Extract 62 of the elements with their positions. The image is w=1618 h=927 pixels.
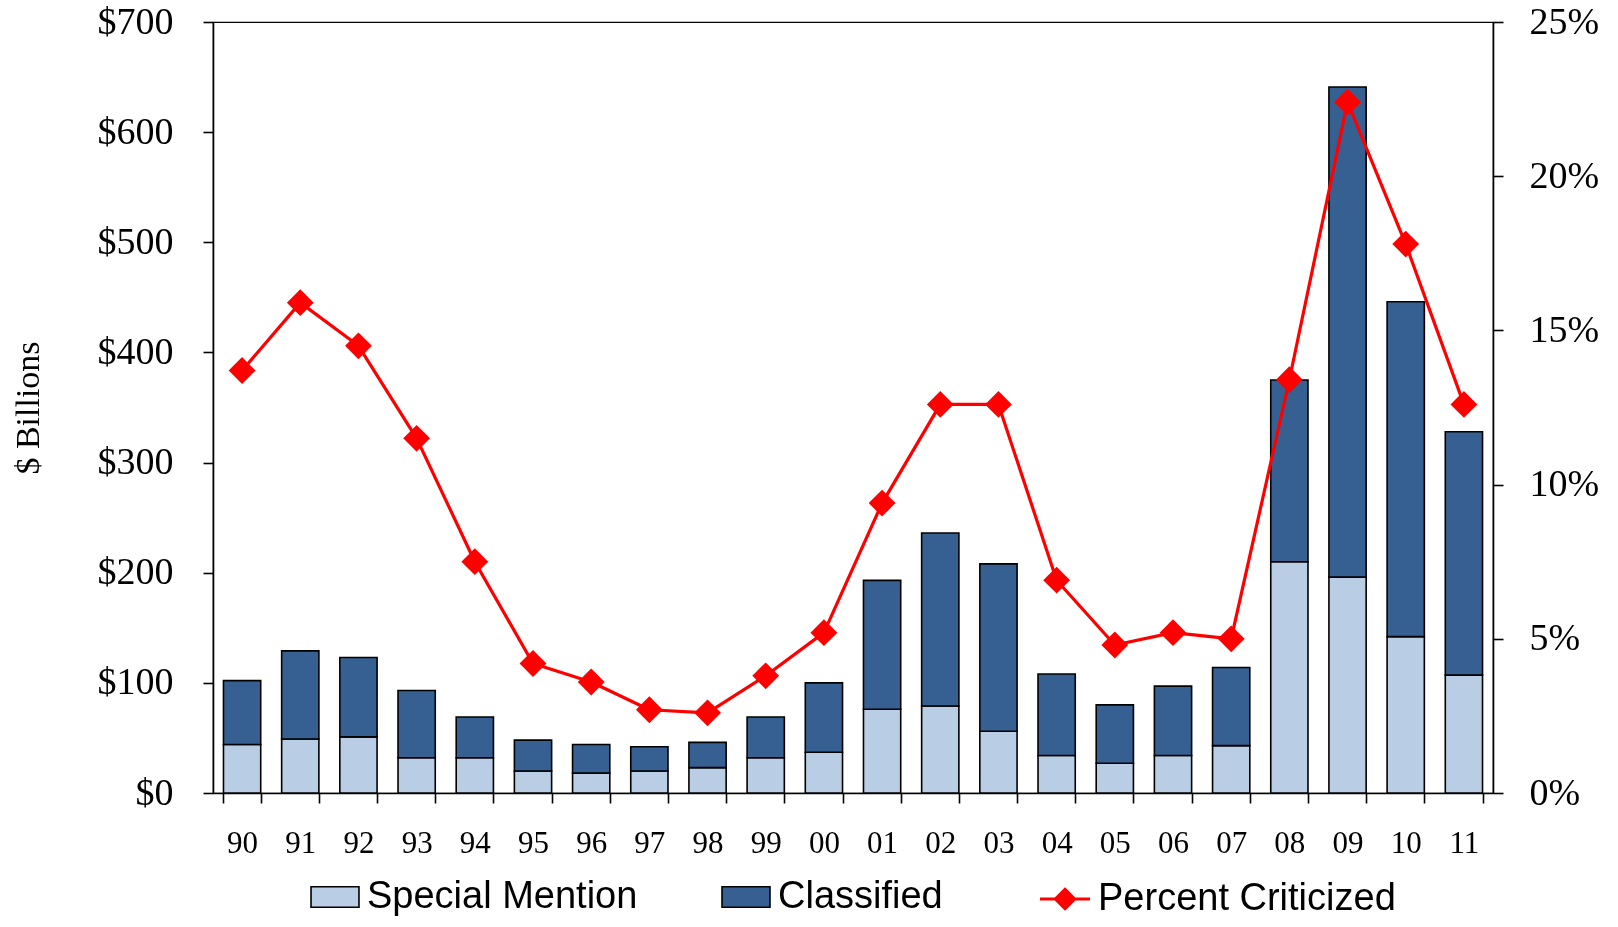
- legend-label: Special Mention: [367, 874, 638, 916]
- y2-tick-label: 0%: [1529, 770, 1581, 813]
- x-tick-label: 10: [1390, 824, 1422, 860]
- x-tick-label: 96: [576, 824, 608, 860]
- point: [286, 289, 314, 317]
- x-tick-label: 05: [1099, 824, 1131, 860]
- x-tick-label: 94: [459, 824, 492, 860]
- x-tick-label: 91: [285, 824, 317, 860]
- y-tick-label: $0: [135, 770, 174, 813]
- y-tick-label: $600: [97, 109, 174, 152]
- x-tick-label: 03: [983, 824, 1015, 860]
- x-tick-label: 08: [1274, 824, 1306, 860]
- point: [1450, 391, 1478, 418]
- x-tick-label: 09: [1332, 824, 1364, 860]
- legend-label: Classified: [778, 874, 943, 916]
- point: [1334, 88, 1361, 116]
- x-tick-label: 01: [867, 824, 899, 860]
- point: [1043, 566, 1071, 594]
- point: [228, 357, 256, 384]
- y-tick-label: $200: [97, 550, 174, 593]
- y2-tick-label: 15%: [1529, 307, 1600, 350]
- point: [810, 619, 838, 647]
- legend-label: Percent Criticized: [1098, 876, 1396, 918]
- x-tick-label: 04: [1041, 824, 1074, 860]
- point: [577, 668, 605, 696]
- x-tick-label: 11: [1449, 824, 1480, 860]
- y2-tick-label: 10%: [1529, 462, 1600, 505]
- y-tick-label: $700: [97, 0, 174, 42]
- x-tick-label: 06: [1158, 824, 1189, 860]
- y2-tick-label: 20%: [1529, 153, 1600, 196]
- point: [1275, 366, 1303, 394]
- point: [1217, 625, 1245, 653]
- x-tick-label: 99: [750, 824, 782, 860]
- y-tick-label: $100: [97, 660, 174, 703]
- x-tick-label: 93: [401, 824, 433, 860]
- y-axis-title: $ Billions: [8, 341, 46, 475]
- point: [985, 391, 1012, 418]
- point: [403, 424, 431, 452]
- x-tick-label: 97: [634, 824, 666, 860]
- point: [752, 662, 780, 690]
- point: [635, 696, 663, 724]
- point: [519, 650, 547, 677]
- y-tick-label: $300: [97, 440, 174, 483]
- point: [1392, 230, 1420, 258]
- x-tick-label: 90: [227, 824, 259, 860]
- x-tick-label: 00: [808, 824, 840, 860]
- point: [868, 489, 896, 517]
- x-tick-label: 98: [692, 824, 724, 860]
- y2-tick-label: 5%: [1529, 616, 1581, 659]
- x-tick-label: 92: [343, 824, 375, 860]
- x-tick-label: 95: [518, 824, 549, 860]
- y-tick-label: $400: [97, 329, 174, 372]
- point: [926, 391, 954, 418]
- point: [1101, 631, 1129, 659]
- point: [1159, 619, 1187, 647]
- point: [345, 332, 372, 360]
- y2-tick-label: 25%: [1529, 0, 1600, 42]
- x-tick-label: 07: [1216, 824, 1248, 860]
- point: [461, 548, 489, 576]
- point: [694, 699, 721, 727]
- y-tick-label: $500: [97, 219, 174, 262]
- x-tick-label: 02: [925, 824, 957, 860]
